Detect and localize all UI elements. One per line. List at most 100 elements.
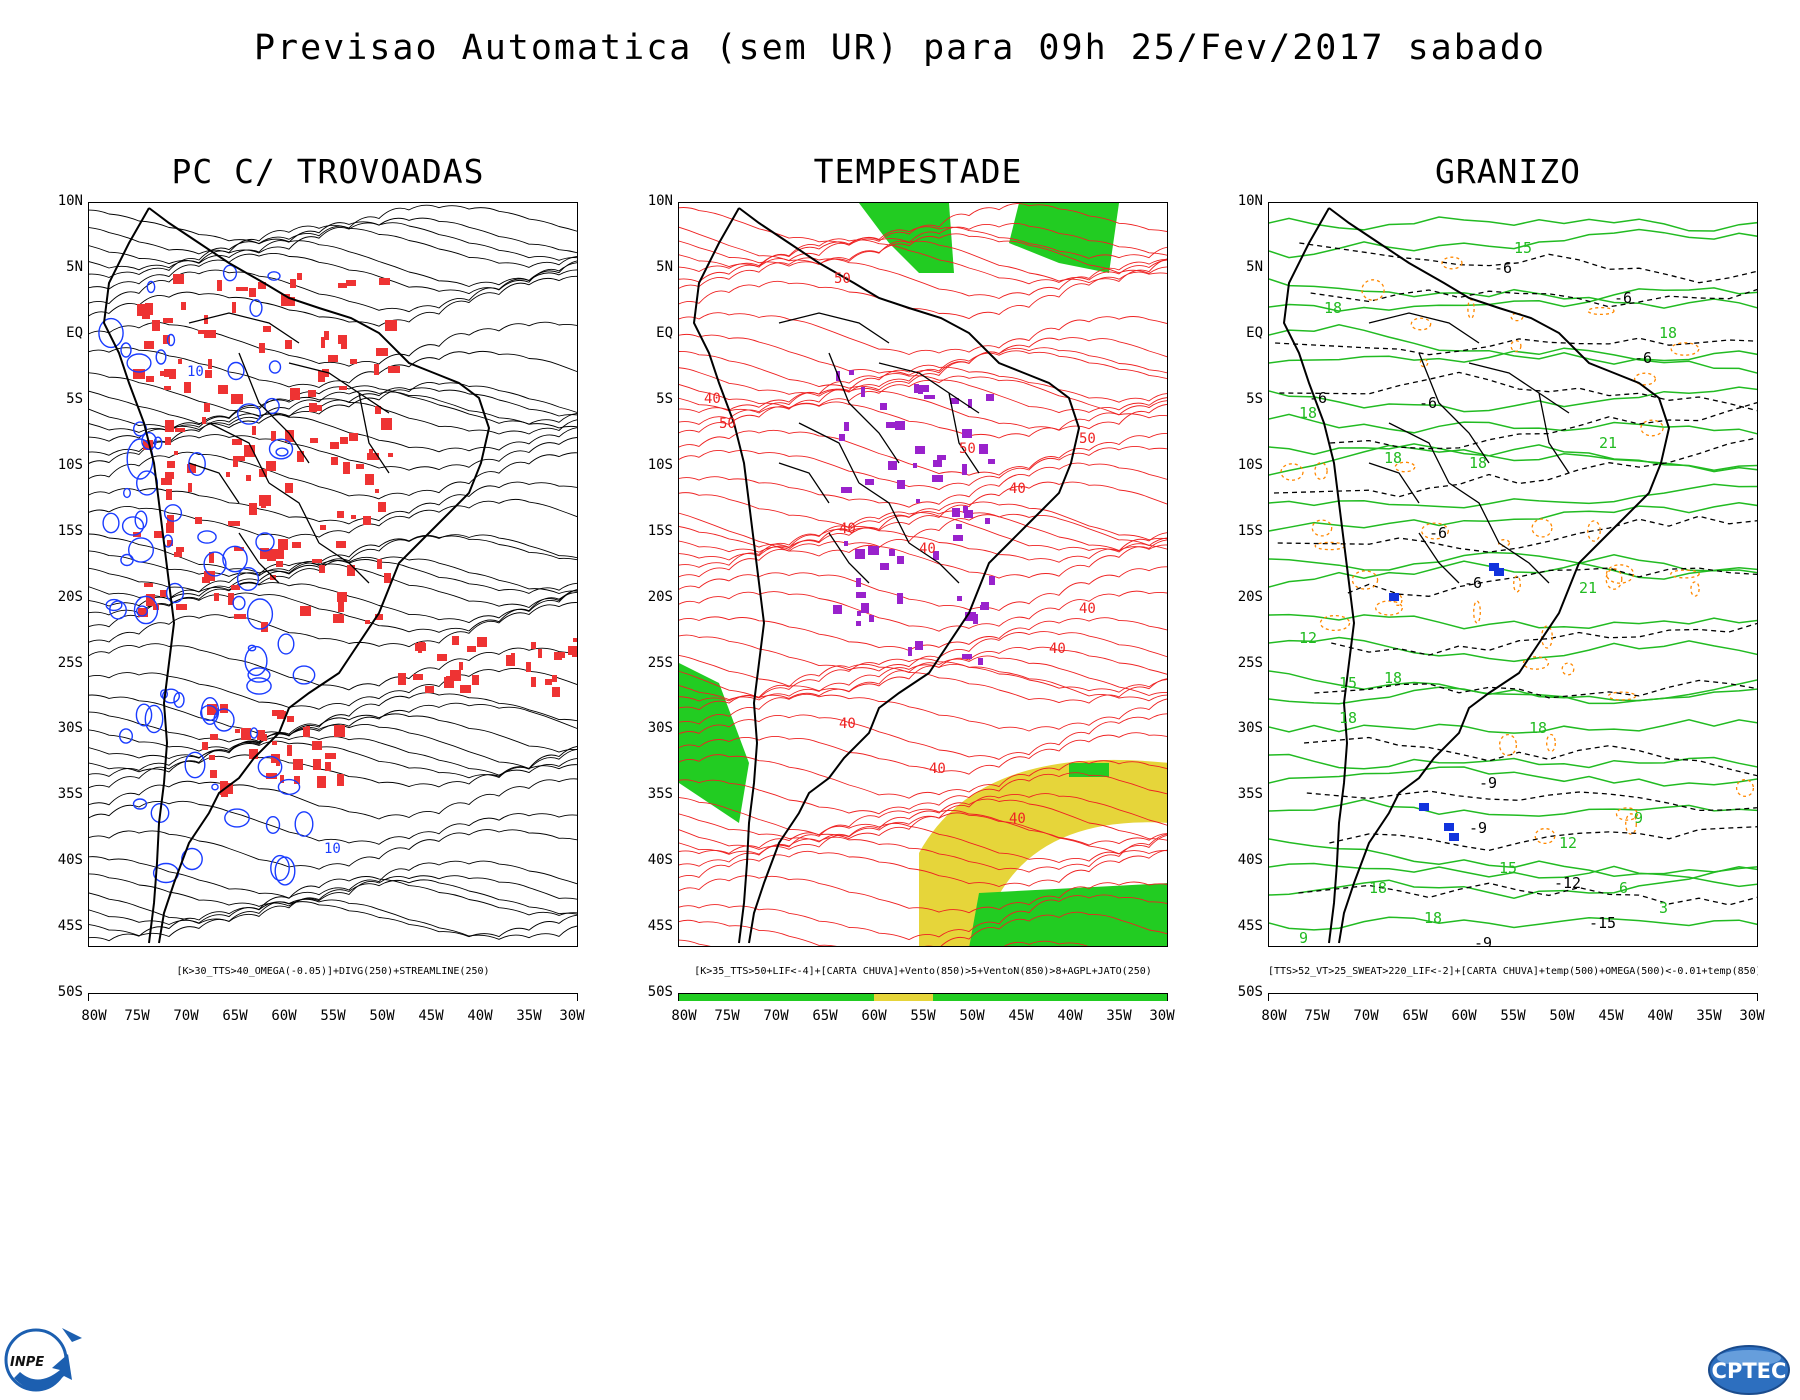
streamline — [89, 533, 577, 575]
streamline — [679, 616, 1167, 651]
storm-shading — [978, 658, 983, 665]
wind-shading — [679, 663, 749, 823]
streamline — [679, 237, 1167, 284]
divergence-contour — [132, 798, 148, 810]
temperature-contour — [1269, 501, 1757, 532]
lon-tick-label: 35W — [1696, 1008, 1722, 1024]
omega-contour — [1546, 733, 1556, 753]
divergence-contour — [120, 342, 132, 358]
temperature-contour-dashed — [1279, 371, 1757, 412]
contour-label: 40 — [839, 521, 856, 537]
lon-tick-label: 40W — [1647, 1008, 1673, 1024]
streamline — [679, 429, 1167, 476]
divergence-contour — [232, 595, 246, 611]
divergence-contour — [277, 633, 295, 655]
storm-shading — [841, 487, 852, 493]
omega-contour — [1640, 419, 1664, 437]
streamline — [89, 562, 577, 609]
storm-shading — [964, 510, 973, 518]
thunderstorm-shading — [144, 583, 153, 587]
temperature-contour-dashed — [1347, 567, 1757, 597]
thunderstorm-shading — [377, 559, 382, 569]
thunderstorm-shading — [294, 776, 300, 784]
storm-shading — [965, 612, 976, 621]
thunderstorm-shading — [375, 406, 381, 414]
divergence-contour — [222, 264, 238, 282]
thunderstorm-shading — [175, 428, 185, 432]
thunderstorm-shading — [232, 302, 236, 313]
thunderstorm-shading — [526, 662, 531, 672]
streamline — [679, 590, 1167, 632]
thunderstorm-shading — [545, 679, 552, 685]
thunderstorm-shading — [236, 287, 248, 291]
divergence-contour — [184, 751, 206, 779]
lon-tick-label: 60W — [1451, 1008, 1477, 1024]
contour-label-black: -6 — [1429, 524, 1447, 542]
omega-contour — [1587, 306, 1615, 316]
omega-contour — [1311, 519, 1333, 537]
thunderstorm-shading — [384, 573, 391, 583]
contour-label: 40 — [1009, 481, 1026, 497]
storm-shading — [916, 499, 920, 503]
thunderstorm-shading — [343, 462, 350, 474]
temperature-contour — [1269, 347, 1757, 374]
temperature-contour — [1269, 670, 1757, 705]
omega-contour — [1314, 541, 1346, 551]
thunderstorm-shading — [235, 729, 240, 733]
streamline — [89, 740, 577, 779]
thunderstorm-shading — [413, 674, 423, 680]
storm-shading — [923, 385, 929, 392]
thunderstorm-shading — [163, 335, 170, 344]
lat-tick-label: 40S — [1237, 852, 1263, 869]
divergence-contour — [264, 397, 280, 415]
contour-label-green: 18 — [1384, 449, 1402, 467]
thunderstorm-shading — [281, 294, 290, 306]
temperature-contour-dashed — [1329, 826, 1757, 852]
streamline — [679, 875, 1167, 914]
thunderstorm-shading — [234, 547, 244, 551]
thunderstorm-shading — [164, 369, 174, 377]
divergence-contour — [247, 667, 271, 683]
lon-tick-label: 45W — [1598, 1008, 1624, 1024]
storm-shading — [932, 475, 943, 482]
thunderstorm-shading — [290, 388, 300, 400]
lon-tick-label: 50W — [959, 1008, 985, 1024]
streamline — [679, 793, 1167, 840]
storm-shading — [985, 518, 990, 524]
storm-shading — [918, 385, 923, 394]
wind-shading — [1009, 203, 1119, 273]
omega-contour — [1410, 317, 1432, 331]
thunderstorm-shading — [153, 604, 159, 610]
map-bottom-strip — [678, 993, 1168, 1001]
lon-tick-label: 30W — [559, 1008, 585, 1024]
streamline — [679, 566, 1167, 612]
omega-contour — [1670, 342, 1700, 356]
thunderstorm-shading — [297, 451, 304, 462]
streamline — [89, 534, 577, 577]
temperature-contour-dashed — [1303, 736, 1757, 777]
thunderstorm-shading — [418, 645, 422, 653]
contour-label: 40 — [929, 761, 946, 777]
divergence-contour — [120, 553, 134, 567]
thunderstorm-shading — [437, 654, 447, 661]
contour-label-green: 18 — [1339, 709, 1357, 727]
divergence-contour — [211, 783, 219, 791]
thunderstorm-shading — [249, 288, 256, 297]
panel-caption: [K>35_TTS>50+LIF<-4]+[CARTA CHUVA]+Vento… — [694, 966, 1152, 977]
streamline — [89, 387, 577, 429]
thunderstorm-shading — [325, 762, 331, 771]
thunderstorm-shading — [263, 326, 271, 332]
thunderstorm-shading — [347, 565, 355, 576]
storm-shading — [915, 446, 925, 454]
temperature-contour — [1269, 483, 1757, 509]
thunderstorm-shading — [292, 542, 301, 548]
thunderstorm-shading — [337, 774, 344, 786]
contour-label-green: 3 — [1659, 899, 1668, 917]
divergence-contour — [105, 598, 123, 612]
temperature-contour — [1269, 838, 1757, 877]
thunderstorm-shading — [333, 614, 344, 623]
thunderstorm-shading — [231, 585, 240, 590]
contour-label: 40 — [839, 716, 856, 732]
temperature-contour-dashed — [1275, 337, 1757, 356]
lat-tick-label: 35S — [1237, 786, 1263, 803]
